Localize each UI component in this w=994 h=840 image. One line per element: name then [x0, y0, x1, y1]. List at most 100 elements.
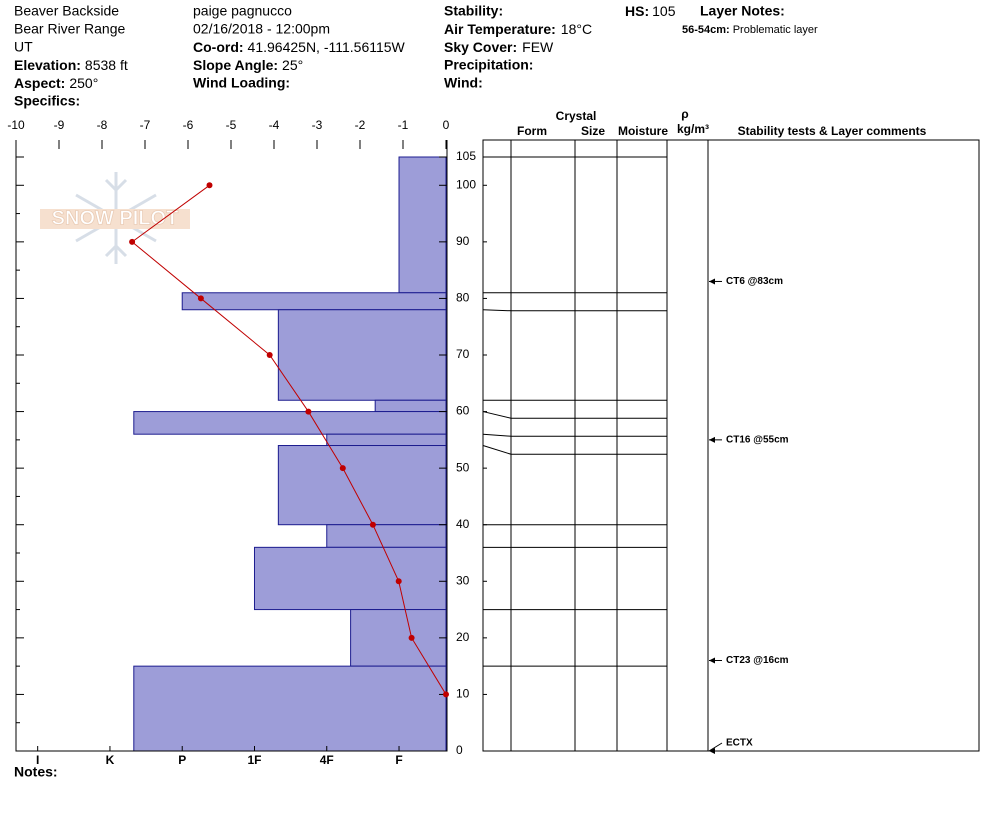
- y-tick-label: 30: [456, 573, 470, 587]
- x-tick-label: -2: [355, 118, 366, 132]
- table-header: Form: [517, 124, 547, 138]
- watermark-text: SNOW PILOT: [52, 207, 179, 229]
- hardness-bar: [181, 292, 447, 311]
- table-header: ρ: [681, 107, 688, 121]
- temperature-line: [131, 184, 447, 695]
- stability-arrowhead: [709, 657, 715, 664]
- watermark: SNOW PILOT: [40, 172, 190, 264]
- label: Co-ord:: [193, 39, 244, 55]
- stability-label: CT16 @55cm: [726, 434, 789, 445]
- y-tick-label: 80: [456, 291, 470, 305]
- temperature-point: [197, 295, 204, 302]
- label: HS:: [625, 3, 649, 19]
- y-tick-label: 105: [456, 149, 476, 163]
- notes: Notes:: [14, 764, 58, 780]
- y-tick-label: 60: [456, 404, 470, 418]
- coord: Co-ord: 41.96425N, -111.56115W: [193, 39, 406, 55]
- hardness-tick-label: P: [178, 753, 186, 767]
- layer-note: 56-54cm: Problematic layer: [682, 24, 818, 36]
- x-tick-label: -5: [226, 118, 237, 132]
- aspect: Aspect: 250°: [14, 75, 98, 91]
- table-header: Stability tests & Layer comments: [738, 124, 927, 138]
- layer-connector: [482, 411, 512, 419]
- hardness-tick-label: F: [395, 753, 402, 767]
- watermark-band: [40, 209, 190, 229]
- stability-label: CT23 @16cm: [726, 655, 789, 666]
- x-tick-label: -9: [54, 118, 65, 132]
- y-tick-label: 90: [456, 234, 470, 248]
- specifics: Specifics:: [14, 93, 80, 109]
- x-tick-label: -8: [97, 118, 108, 132]
- hardness-tick-label: 1F: [247, 753, 261, 767]
- x-tick-label: -6: [183, 118, 194, 132]
- x-tick-label: -1: [398, 118, 409, 132]
- stability: Stability:: [444, 3, 503, 19]
- value: 41.96425N, -111.56115W: [248, 39, 406, 55]
- y-tick-label: 100: [456, 177, 476, 191]
- slope: Slope Angle: 25°: [193, 57, 303, 73]
- hardness-tick-label: K: [106, 753, 115, 767]
- table-frame: [482, 139, 980, 752]
- value: 25°: [282, 57, 303, 73]
- table-header: Size: [581, 124, 605, 138]
- layer-note-range: 56-54cm:: [682, 24, 730, 36]
- temperature-point: [395, 578, 402, 585]
- table-header: Crystal: [556, 109, 597, 123]
- value: 250°: [69, 75, 98, 91]
- value: 18°C: [561, 21, 592, 37]
- hardness-bar: [133, 411, 447, 435]
- hardness-bar: [374, 399, 447, 413]
- stability-label: ECTX: [726, 738, 753, 749]
- layer-connector: [482, 433, 512, 437]
- y-tick-label: 70: [456, 347, 470, 361]
- label: Air Temperature:: [444, 21, 556, 37]
- temperature-point: [266, 352, 273, 358]
- temperature-point: [408, 634, 415, 641]
- hardness-bar: [326, 433, 447, 447]
- hardness-bar: [398, 156, 447, 294]
- x-tick-label: -10: [7, 118, 25, 132]
- temperature-point: [369, 521, 376, 528]
- hardness-bar: [277, 445, 447, 526]
- temperature-point: [206, 182, 213, 189]
- hardness-tick-label: 4F: [320, 753, 334, 767]
- value: 105: [652, 3, 676, 19]
- stability-arrowhead: [709, 278, 715, 285]
- stability-arrowhead: [709, 436, 715, 443]
- x-tick-label: -3: [312, 118, 323, 132]
- label: Sky Cover:: [444, 39, 517, 55]
- y-tick-label: 40: [456, 517, 470, 531]
- temperature-point: [305, 408, 312, 415]
- temperature-point: [129, 238, 136, 245]
- precipitation: Precipitation:: [444, 57, 533, 73]
- state: UT: [14, 39, 33, 55]
- label: Aspect:: [14, 75, 65, 91]
- stability-label: CT6 @83cm: [726, 276, 783, 287]
- value: FEW: [522, 39, 554, 55]
- layer-notes-label: Layer Notes:: [700, 3, 785, 19]
- table-header: kg/m³: [677, 122, 709, 136]
- y-tick-label: 10: [456, 687, 470, 701]
- datetime: 02/16/2018 - 12:00pm: [193, 21, 330, 37]
- temperature-point: [443, 691, 449, 698]
- wind-loading: Wind Loading:: [193, 75, 290, 91]
- value: 8538 ft: [85, 57, 128, 73]
- x-tick-label: 0: [443, 118, 450, 132]
- table-header: Moisture: [618, 124, 668, 138]
- stability-arrow: [708, 742, 723, 752]
- hardness-bar: [350, 609, 447, 667]
- hardness-bar: [133, 665, 447, 752]
- label: Slope Angle:: [193, 57, 278, 73]
- y-tick-label: 0: [456, 743, 463, 757]
- observer: paige pagnucco: [193, 3, 292, 19]
- hs: HS: 105: [625, 3, 676, 19]
- hardness-tick-label: I: [36, 753, 39, 767]
- hardness-bar: [277, 309, 447, 401]
- plot-frame: [15, 140, 448, 752]
- wind: Wind:: [444, 75, 483, 91]
- x-tick-label: -7: [140, 118, 151, 132]
- stability-arrowhead: [709, 748, 715, 754]
- sky-cover: Sky Cover: FEW: [444, 39, 554, 55]
